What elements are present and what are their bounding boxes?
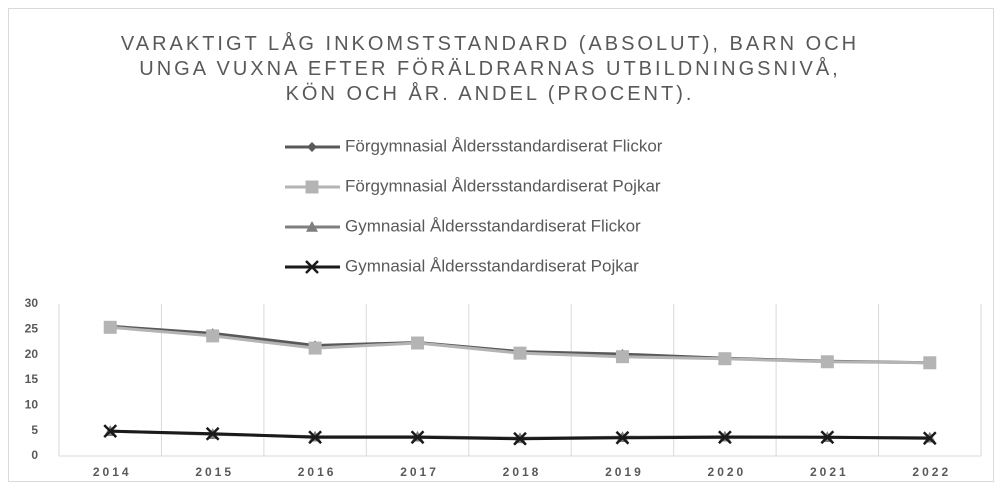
marker xyxy=(411,336,425,350)
marker xyxy=(615,430,630,445)
marker xyxy=(305,180,319,194)
y-tick-label: 20 xyxy=(25,347,39,361)
marker xyxy=(103,320,117,334)
legend-label: Gymnasial Åldersstandardiserat Flickor xyxy=(345,216,641,235)
legend-label: Förgymnasial Åldersstandardiserat Pojkar xyxy=(345,176,661,195)
x-tick-label: 2021 xyxy=(810,465,849,479)
y-tick-label: 5 xyxy=(31,423,38,437)
marker xyxy=(308,430,322,445)
marker xyxy=(820,355,834,369)
marker xyxy=(718,352,732,366)
marker xyxy=(513,346,527,360)
chart-title: VARAKTIGT LÅG INKOMSTSTANDARD (ABSOLUT),… xyxy=(120,33,860,105)
x-tick-label: 2014 xyxy=(93,465,132,479)
marker xyxy=(820,430,835,445)
y-tick-label: 30 xyxy=(25,296,39,310)
x-tick-label: 2016 xyxy=(298,465,337,479)
y-tick-label: 10 xyxy=(25,398,39,412)
marker xyxy=(307,142,317,152)
y-tick-label: 25 xyxy=(25,322,39,336)
marker xyxy=(410,430,425,445)
x-tick-label: 2022 xyxy=(912,465,951,479)
marker xyxy=(306,221,318,232)
x-tick-label: 2018 xyxy=(503,465,542,479)
y-tick-label: 15 xyxy=(25,372,39,386)
marker xyxy=(923,356,937,370)
legend-label: Gymnasial Åldersstandardiserat Pojkar xyxy=(345,256,639,275)
marker xyxy=(513,431,527,446)
marker xyxy=(103,424,118,439)
marker xyxy=(615,350,629,364)
chart-frame xyxy=(8,8,994,482)
marker xyxy=(718,430,732,445)
y-tick-label: 0 xyxy=(31,448,38,462)
x-tick-label: 2015 xyxy=(195,465,234,479)
marker xyxy=(308,341,322,355)
marker xyxy=(205,426,220,441)
x-tick-label: 2019 xyxy=(605,465,644,479)
legend-label: Förgymnasial Åldersstandardiserat Flicko… xyxy=(345,136,663,155)
x-tick-label: 2017 xyxy=(400,465,439,479)
marker xyxy=(206,329,220,343)
marker xyxy=(305,260,319,274)
marker xyxy=(922,431,937,446)
x-tick-label: 2020 xyxy=(708,465,747,479)
